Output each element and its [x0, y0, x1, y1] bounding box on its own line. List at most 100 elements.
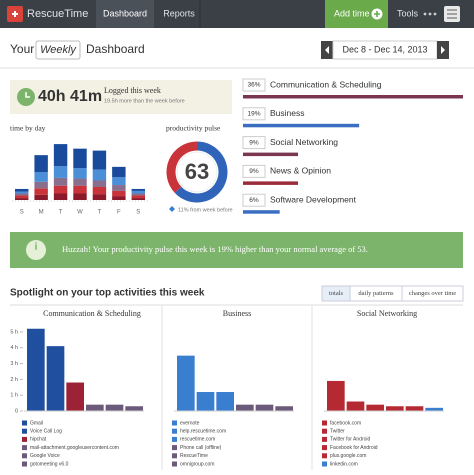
- legend-label: hipchat: [30, 437, 47, 443]
- add-time-label[interactable]: Add time: [334, 8, 370, 18]
- nav-bar: [0, 0, 474, 28]
- nav-item[interactable]: Dashboard: [103, 8, 147, 18]
- pulse-value: 63: [185, 159, 209, 184]
- day-segment: [73, 193, 87, 200]
- legend-label: Gmail: [30, 420, 43, 426]
- pct-badge: [242, 136, 266, 150]
- legend-swatch: [322, 461, 327, 467]
- day-segment: [92, 169, 107, 181]
- tools[interactable]: Tools: [397, 8, 419, 18]
- date-range[interactable]: Dec 8 - Dec 14, 2013: [342, 44, 427, 54]
- nav-item[interactable]: Reports: [163, 8, 195, 18]
- category-bar: [243, 181, 298, 185]
- day-segment: [131, 193, 145, 196]
- legend-label: linkedin.com: [330, 461, 358, 467]
- bar: [236, 404, 254, 411]
- pct-badge: [242, 193, 266, 207]
- day-segment: [53, 185, 68, 194]
- legend-label: facebook.com: [330, 420, 361, 426]
- day-segment: [92, 180, 107, 187]
- pulse-inner: [176, 151, 218, 193]
- bar: [425, 407, 443, 411]
- day-segment: [53, 144, 68, 167]
- day-segment: [34, 172, 48, 182]
- day-segment: [15, 198, 29, 200]
- legend-swatch: [172, 436, 177, 442]
- pct-badge: [242, 107, 266, 121]
- header-your: Your: [10, 42, 34, 56]
- day-segment: [53, 166, 68, 178]
- tab-label[interactable]: changes over time: [409, 290, 456, 297]
- legend-label: mail-attachment.googleusercontent.com: [30, 445, 119, 451]
- day-label: F: [117, 210, 121, 216]
- day-segment: [53, 193, 68, 200]
- bar: [27, 328, 45, 411]
- day-segment: [92, 194, 107, 200]
- legend-swatch: [322, 453, 327, 459]
- bar: [105, 404, 124, 411]
- day-segment: [34, 194, 48, 200]
- y-tick-label: 0: [15, 408, 18, 414]
- category-label: News & Opinion: [270, 166, 331, 176]
- prev-arrow: [325, 46, 329, 54]
- day-segment: [15, 188, 29, 192]
- legend-label: Facebook for Android: [330, 445, 378, 451]
- bar: [196, 392, 215, 411]
- day-segment: [131, 188, 145, 191]
- legend-label: Twitter: [330, 429, 345, 435]
- user-icon-lines: [447, 9, 457, 19]
- day-segment: [15, 195, 29, 199]
- legend-label: Phone call (offline): [180, 445, 222, 451]
- day-segment: [34, 181, 48, 189]
- bar: [275, 406, 293, 411]
- category-label: Social Networking: [270, 137, 338, 147]
- y-tick-label: 2 h: [10, 377, 18, 383]
- category-bar: [243, 152, 298, 157]
- pulse-change: 11% from week before: [178, 207, 233, 213]
- pct-badge: [242, 164, 266, 178]
- bar: [216, 392, 234, 411]
- day-segment: [34, 188, 48, 195]
- day-segment: [73, 168, 87, 179]
- legend-swatch: [22, 436, 27, 442]
- tab[interactable]: [401, 285, 464, 302]
- bar: [366, 404, 384, 411]
- day-label: S: [136, 210, 140, 216]
- bar: [66, 382, 84, 411]
- day-segment: [131, 195, 145, 199]
- legend-label: Google Voice: [30, 453, 60, 459]
- day-segment: [73, 178, 87, 186]
- tab-label[interactable]: daily patterns: [358, 290, 394, 297]
- pulse-change-icon: [169, 206, 175, 212]
- day-segment: [112, 196, 126, 200]
- tab-label[interactable]: totals: [329, 290, 344, 297]
- pulse-title: productivity pulse: [166, 124, 221, 133]
- pct-label: 9%: [249, 168, 259, 175]
- pct-label: 36%: [247, 82, 260, 89]
- header-dashboard: Dashboard: [86, 42, 145, 56]
- day-segment: [15, 191, 29, 194]
- day-segment: [112, 177, 126, 186]
- category-bar: [243, 95, 463, 99]
- period-select[interactable]: [35, 40, 81, 60]
- day-segment: [53, 177, 68, 186]
- category-bar: [243, 123, 360, 128]
- bar: [386, 406, 404, 411]
- period[interactable]: Weekly: [40, 44, 77, 56]
- category-label: Business: [270, 108, 305, 118]
- y-tick-label: 4 h: [10, 345, 18, 351]
- day-segment: [92, 150, 107, 170]
- logo[interactable]: RescueTime: [27, 8, 88, 20]
- more-dots[interactable]: [423, 12, 437, 16]
- day-label: M: [39, 210, 44, 216]
- banner: [10, 232, 463, 268]
- bar: [255, 404, 274, 411]
- legend-swatch: [172, 428, 177, 434]
- bar: [405, 406, 424, 411]
- y-tick-label: 3 h: [10, 361, 18, 367]
- y-tick-label: 5 h: [10, 329, 18, 335]
- spotlight-title: Spotlight on your top activities this we…: [10, 288, 205, 299]
- day-segment: [131, 198, 145, 200]
